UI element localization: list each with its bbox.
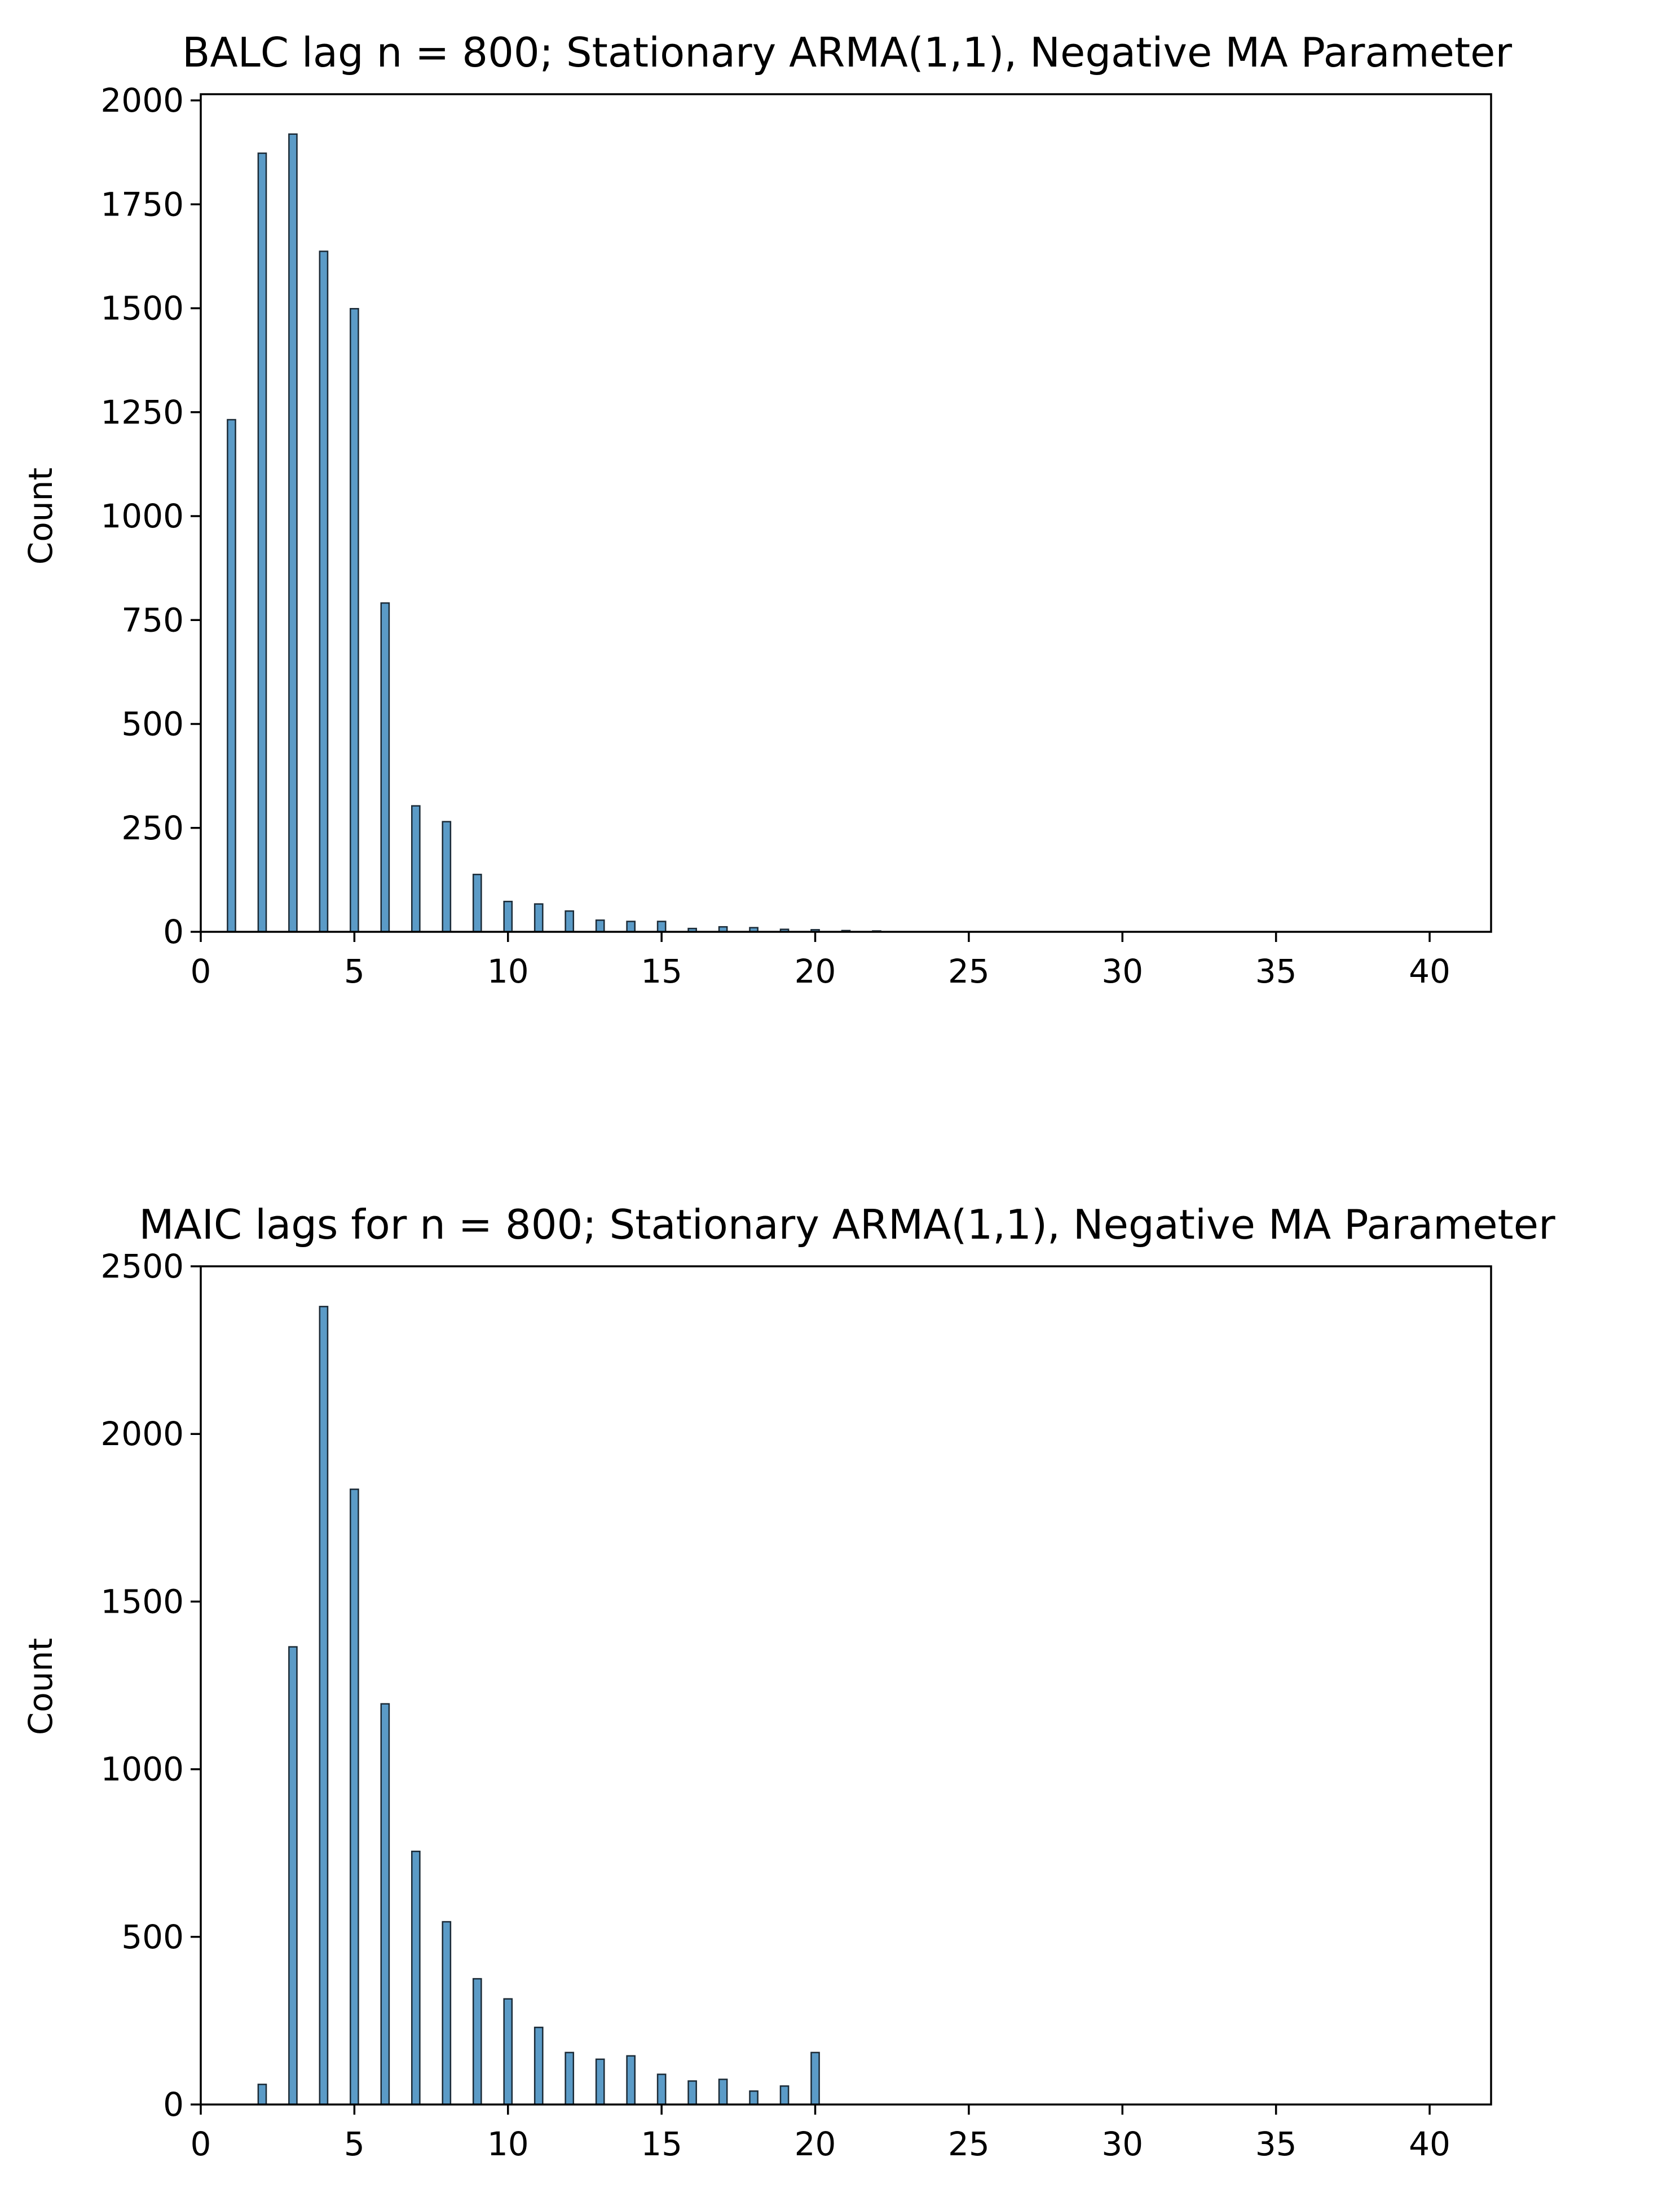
bar-lag-3 xyxy=(288,1646,298,2106)
x-tick-label: 10 xyxy=(487,2125,529,2163)
y-axis-label: Count xyxy=(21,1638,60,1735)
plot-area-frame xyxy=(200,93,1492,933)
bar-lag-7 xyxy=(411,805,421,933)
x-tick-label: 0 xyxy=(191,952,211,990)
bar-lag-6 xyxy=(380,1703,390,2106)
y-tick-label: 1250 xyxy=(100,393,184,432)
y-tick-label: 0 xyxy=(163,913,184,951)
x-tick-label: 15 xyxy=(641,952,682,990)
x-tick-label: 5 xyxy=(344,2125,365,2163)
bar-lag-14 xyxy=(626,921,636,933)
y-tick-label: 2000 xyxy=(100,1415,184,1453)
x-tick-label: 35 xyxy=(1255,952,1297,990)
chart-title: MAIC lags for n = 800; Stationary ARMA(1… xyxy=(139,1201,1555,1248)
x-tick-label: 5 xyxy=(344,952,365,990)
bar-lag-4 xyxy=(319,250,329,933)
bar-lag-10 xyxy=(503,1998,513,2106)
chart-title: BALC lag n = 800; Stationary ARMA(1,1), … xyxy=(182,29,1513,76)
bar-lag-10 xyxy=(503,900,513,933)
bar-lag-18 xyxy=(749,2090,759,2106)
bar-lag-13 xyxy=(595,919,605,933)
bar-lag-15 xyxy=(656,2073,667,2106)
bar-lag-2 xyxy=(257,2084,267,2106)
bar-lag-4 xyxy=(319,1306,329,2106)
bar-lag-13 xyxy=(595,2058,605,2106)
bar-lag-5 xyxy=(350,308,359,933)
x-tick-label: 30 xyxy=(1101,952,1143,990)
bar-lag-19 xyxy=(779,2085,790,2106)
y-tick-label: 2000 xyxy=(100,81,184,120)
bar-lag-7 xyxy=(411,1850,421,2106)
bar-lag-3 xyxy=(288,133,298,933)
x-tick-label: 20 xyxy=(795,952,836,990)
bar-lag-9 xyxy=(472,874,482,933)
x-tick-label: 25 xyxy=(948,952,990,990)
bar-lag-11 xyxy=(533,2027,544,2106)
x-axis-ticks: 0 5 10 15 20 25 30 35 40 xyxy=(191,2104,1450,2163)
x-tick-label: 20 xyxy=(795,2125,836,2163)
chart-maic-lags: MAIC lags for n = 800; Stationary ARMA(1… xyxy=(21,1201,1555,2163)
x-tick-label: 10 xyxy=(487,952,529,990)
x-tick-label: 30 xyxy=(1101,2125,1143,2163)
y-tick-label: 1000 xyxy=(100,497,184,535)
y-tick-label: 250 xyxy=(121,809,184,847)
bar-lag-12 xyxy=(565,910,575,933)
y-tick-label: 0 xyxy=(163,2085,184,2124)
bar-lag-8 xyxy=(442,821,452,933)
x-tick-label: 35 xyxy=(1255,2125,1297,2163)
bar-lag-11 xyxy=(533,903,544,933)
bar-series xyxy=(227,133,881,933)
x-tick-label: 25 xyxy=(948,2125,990,2163)
bar-lag-15 xyxy=(656,921,667,933)
y-tick-label: 500 xyxy=(121,705,184,743)
bar-lag-20 xyxy=(810,2051,820,2106)
y-tick-label: 1750 xyxy=(100,185,184,223)
y-tick-label: 500 xyxy=(121,1918,184,1956)
plot-area-frame xyxy=(200,1265,1492,2106)
bar-lag-14 xyxy=(626,2055,636,2106)
y-tick-label: 1500 xyxy=(100,289,184,328)
x-tick-label: 15 xyxy=(641,2125,682,2163)
bar-lag-8 xyxy=(442,1921,452,2106)
bar-lag-12 xyxy=(565,2051,575,2106)
chart-balc-lag: BALC lag n = 800; Stationary ARMA(1,1), … xyxy=(21,29,1512,990)
x-tick-label: 40 xyxy=(1409,952,1450,990)
x-tick-label: 0 xyxy=(191,2125,211,2163)
y-tick-label: 1000 xyxy=(100,1750,184,1789)
bar-lag-17 xyxy=(718,2079,728,2106)
y-tick-label: 2500 xyxy=(100,1247,184,1285)
bar-lag-16 xyxy=(687,2080,697,2106)
y-tick-label: 750 xyxy=(121,601,184,639)
bar-lag-2 xyxy=(257,152,267,933)
y-axis-label: Count xyxy=(21,468,60,565)
y-axis-ticks: 0 250 500 750 1000 1250 1500 1750 2000 xyxy=(100,81,201,951)
bar-lag-6 xyxy=(380,602,390,933)
bar-lag-9 xyxy=(472,1978,482,2106)
x-tick-label: 40 xyxy=(1409,2125,1450,2163)
y-axis-ticks: 0 500 1000 1500 2000 2500 xyxy=(100,1247,201,2124)
bar-lag-5 xyxy=(350,1489,359,2106)
y-tick-label: 1500 xyxy=(100,1582,184,1621)
bar-lag-1 xyxy=(227,419,236,933)
x-axis-ticks: 0 5 10 15 20 25 30 35 40 xyxy=(191,932,1450,990)
